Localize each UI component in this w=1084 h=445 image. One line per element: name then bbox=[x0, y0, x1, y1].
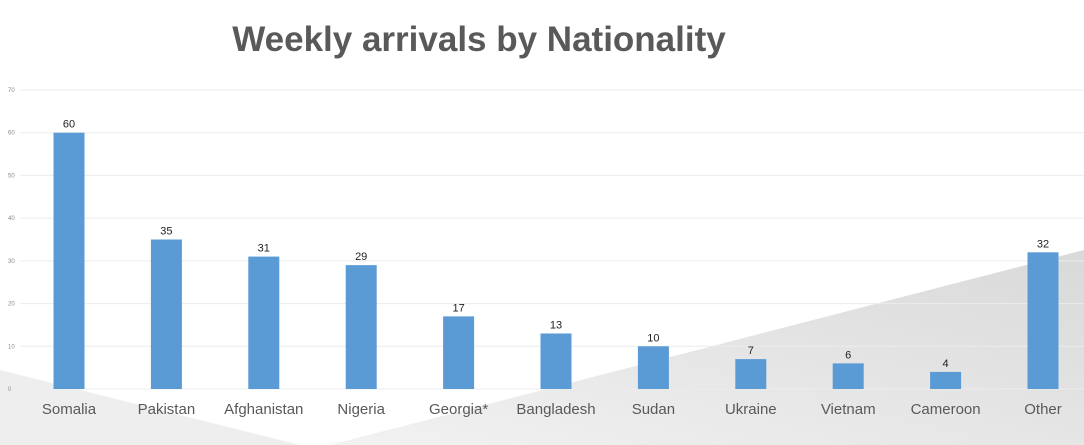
y-tick-label: 60 bbox=[8, 131, 15, 137]
y-tick-label: 20 bbox=[8, 302, 15, 308]
value-label: 32 bbox=[1037, 238, 1049, 250]
y-tick-label: 30 bbox=[8, 259, 15, 265]
bar bbox=[345, 265, 377, 389]
value-label: 31 bbox=[258, 243, 270, 255]
y-tick-label: 0 bbox=[8, 387, 12, 393]
y-axis-ticks: 0 10 20 30 40 50 60 70 bbox=[8, 88, 15, 393]
value-label: 4 bbox=[943, 358, 949, 370]
y-tick-label: 40 bbox=[8, 216, 15, 222]
value-label: 35 bbox=[160, 226, 172, 238]
category-label: Other bbox=[1024, 401, 1062, 418]
value-labels: 60 35 31 29 17 13 10 7 6 4 32 bbox=[63, 119, 1049, 370]
bar bbox=[53, 132, 85, 389]
bar bbox=[443, 316, 475, 389]
category-label: Georgia* bbox=[429, 401, 488, 418]
category-label: Sudan bbox=[632, 401, 675, 418]
bar bbox=[150, 239, 182, 389]
background-wedge bbox=[330, 250, 1084, 445]
category-label: Nigeria bbox=[337, 401, 385, 418]
bar bbox=[1027, 252, 1059, 389]
value-label: 6 bbox=[845, 349, 851, 361]
y-tick-label: 70 bbox=[8, 88, 15, 94]
category-label: Pakistan bbox=[138, 401, 196, 418]
bar bbox=[248, 256, 280, 389]
category-label: Cameroon bbox=[911, 401, 981, 418]
value-label: 13 bbox=[550, 319, 562, 331]
value-label: 10 bbox=[647, 332, 659, 344]
bar bbox=[735, 359, 767, 389]
bar bbox=[637, 346, 669, 389]
value-label: 29 bbox=[355, 251, 367, 263]
category-label: Bangladesh bbox=[516, 401, 595, 418]
value-label: 60 bbox=[63, 119, 75, 131]
bar bbox=[930, 371, 962, 389]
category-label: Somalia bbox=[42, 401, 97, 418]
bar bbox=[832, 363, 864, 389]
chart-title: Weekly arrivals by Nationality bbox=[232, 20, 726, 59]
x-axis-labels: Somalia Pakistan Afghanistan Nigeria Georgia… bbox=[42, 401, 1062, 418]
y-tick-label: 10 bbox=[8, 344, 15, 350]
bars bbox=[53, 132, 1059, 389]
value-label: 7 bbox=[748, 345, 754, 357]
category-label: Afghanistan bbox=[224, 401, 303, 418]
bar bbox=[540, 333, 572, 389]
category-label: Vietnam bbox=[821, 401, 876, 418]
value-label: 17 bbox=[452, 302, 464, 314]
y-tick-label: 50 bbox=[8, 173, 15, 179]
category-label: Ukraine bbox=[725, 401, 777, 418]
